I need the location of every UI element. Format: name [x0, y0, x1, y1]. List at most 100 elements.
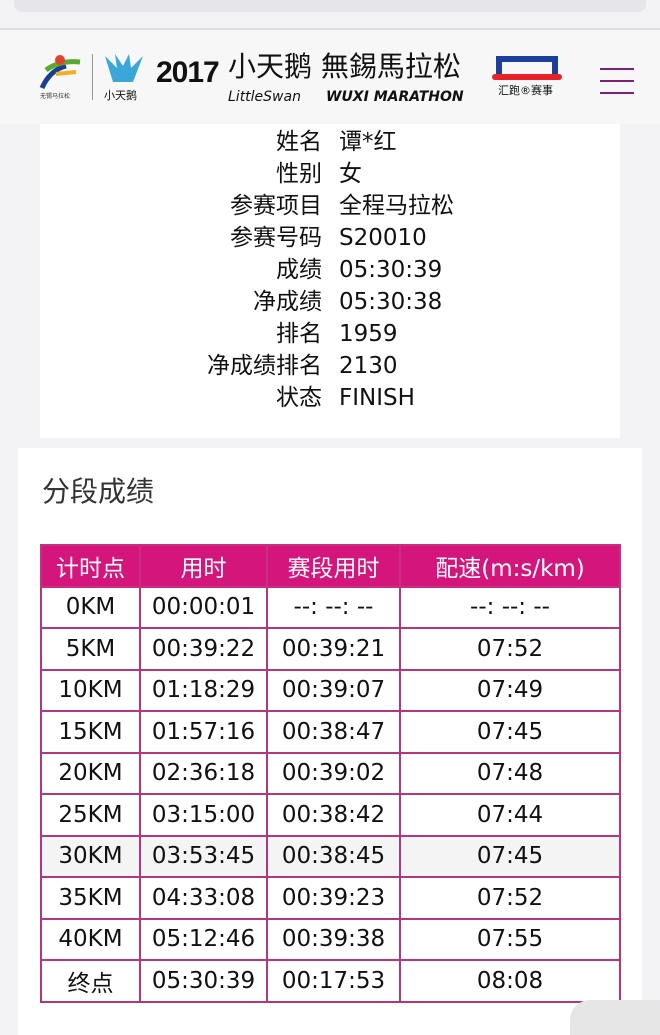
table-cell: 10KM	[40, 668, 141, 712]
table-row: 25KM 03:15:00 00:38:42 07:44	[40, 793, 621, 837]
table-cell: 00:00:01	[139, 585, 268, 629]
event-year: 2017	[156, 56, 220, 89]
info-label: 状态	[276, 385, 322, 411]
table-cell: 07:44	[399, 793, 621, 837]
table-cell: 00:38:47	[266, 710, 401, 754]
table-cell: 08:08	[399, 959, 621, 1003]
event-brand: 2017 小天鹅 無錫馬拉松 LittleSwan WUXI MARATHON	[156, 50, 486, 110]
table-cell: 07:45	[399, 710, 621, 754]
table-cell: 01:57:16	[139, 710, 268, 754]
table-cell: 00:39:02	[266, 751, 401, 795]
info-row: 成绩 05:30:39	[40, 254, 620, 286]
info-value: 2130	[339, 353, 398, 379]
info-label: 成绩	[276, 257, 322, 283]
littleswan-logo: 小天鹅	[98, 52, 148, 104]
table-cell: 07:45	[399, 834, 621, 878]
info-row: 性别女	[40, 158, 620, 190]
table-cell: 00:39:22	[139, 627, 268, 671]
column-header: 赛段用时	[266, 544, 401, 588]
info-row: 状态 FINISH	[40, 382, 620, 414]
table-cell: 0KM	[40, 585, 141, 629]
table-row: 40KM 05:12:46 00:39:38 07:55	[40, 917, 621, 961]
scroll-to-top-button[interactable]	[570, 1000, 660, 1035]
table-row: 终点 05:30:39 00:17:53 08:08	[40, 959, 621, 1003]
table-cell: 00:39:21	[266, 627, 401, 671]
table-cell: 40KM	[40, 917, 141, 961]
table-cell: 07:52	[399, 876, 621, 920]
info-label: 姓名	[276, 129, 322, 155]
marathon-logo: 无锡马拉松	[36, 52, 86, 102]
info-value: FINISH	[339, 385, 415, 411]
table-cell: 终点	[40, 959, 141, 1003]
table-cell: 15KM	[40, 710, 141, 754]
table-row: 15KM 01:57:16 00:38:47 07:45	[40, 710, 621, 754]
partner-label: 汇跑®赛事	[498, 84, 553, 97]
table-row: 35KM 04:33:08 00:39:23 07:52	[40, 876, 621, 920]
info-row: 姓名 谭*红	[40, 126, 620, 158]
table-cell: 5KM	[40, 627, 141, 671]
table-cell: 07:52	[399, 627, 621, 671]
splits-table: 计时点 用时 赛段用时 配速(m:s/km) 0KM 00:00:01 --: --…	[40, 544, 621, 1003]
info-label: 排名	[276, 321, 322, 347]
table-row: 0KM 00:00:01 --: --: -- --: --: --	[40, 585, 621, 629]
table-cell: 30KM	[40, 834, 141, 878]
table-cell: 25KM	[40, 793, 141, 837]
table-cell: --: --: --	[266, 585, 401, 629]
divider	[0, 28, 660, 30]
table-cell: 20KM	[40, 751, 141, 795]
info-label: 参赛号码	[230, 225, 322, 251]
table-cell: 03:53:45	[139, 834, 268, 878]
info-value: 谭*红	[339, 129, 397, 155]
info-row: 排名 1959	[40, 318, 620, 350]
column-header: 用时	[139, 544, 268, 588]
table-row: 20KM 02:36:18 00:39:02 07:48	[40, 751, 621, 795]
table-cell: 07:49	[399, 668, 621, 712]
info-value: S20010	[339, 225, 427, 251]
info-value: 女	[339, 161, 362, 187]
table-cell: 35KM	[40, 876, 141, 920]
column-header: 计时点	[40, 544, 141, 588]
info-value: 05:30:38	[339, 289, 443, 315]
site-header: 无锡马拉松 小天鹅 2017 小天鹅 無錫馬拉松 LittleSwan WUXI…	[0, 30, 660, 124]
info-row: 参赛号码 S20010	[40, 222, 620, 254]
table-cell: 00:39:23	[266, 876, 401, 920]
table-cell: 04:33:08	[139, 876, 268, 920]
table-row: 30KM 03:53:45 00:38:45 07:45	[40, 834, 621, 878]
info-row: 净成绩 05:30:38	[40, 286, 620, 318]
table-cell: 00:38:42	[266, 793, 401, 837]
swan-label: 小天鹅	[104, 89, 137, 102]
table-cell: 05:30:39	[139, 959, 268, 1003]
info-label: 净成绩	[253, 289, 322, 315]
event-title-en: WUXI MARATHON	[326, 89, 464, 105]
table-cell: 00:39:38	[266, 917, 401, 961]
divider	[92, 54, 93, 100]
table-cell: 05:12:46	[139, 917, 268, 961]
table-cell: 02:36:18	[139, 751, 268, 795]
info-label: 性别	[276, 161, 322, 187]
table-header-row: 计时点 用时 赛段用时 配速(m:s/km)	[40, 544, 621, 588]
info-label: 净成绩排名	[207, 353, 322, 379]
table-cell: --: --: --	[399, 585, 621, 629]
info-label: 参赛项目	[230, 193, 322, 219]
event-title-cn: 小天鹅 無錫馬拉松	[228, 50, 461, 83]
table-row: 5KM 00:39:22 00:39:21 07:52	[40, 627, 621, 671]
info-row: 参赛项目 全程马拉松	[40, 190, 620, 222]
table-cell: 00:17:53	[266, 959, 401, 1003]
table-cell: 07:55	[399, 917, 621, 961]
info-value: 全程马拉松	[339, 193, 454, 219]
table-cell: 03:15:00	[139, 793, 268, 837]
table-cell: 01:18:29	[139, 668, 268, 712]
runner-info: 姓名 谭*红 性别女参赛项目 全程马拉松 参赛号码 S20010 成绩 05:30:39 净成绩…	[40, 124, 620, 438]
info-value: 1959	[339, 321, 398, 347]
table-cell: 00:39:07	[266, 668, 401, 712]
browser-url-bar[interactable]	[14, 0, 646, 12]
event-title-brand: LittleSwan	[228, 89, 301, 105]
table-cell: 00:38:45	[266, 834, 401, 878]
info-row: 净成绩排名 2130	[40, 350, 620, 382]
logo-subtitle: 无锡马拉松	[40, 93, 71, 100]
column-header: 配速(m:s/km)	[399, 544, 621, 588]
section-title: 分段成绩	[42, 475, 155, 508]
huipao-logo: 汇跑®赛事	[492, 56, 562, 102]
hamburger-menu-icon[interactable]	[600, 68, 634, 94]
table-row: 10KM 01:18:29 00:39:07 07:49	[40, 668, 621, 712]
